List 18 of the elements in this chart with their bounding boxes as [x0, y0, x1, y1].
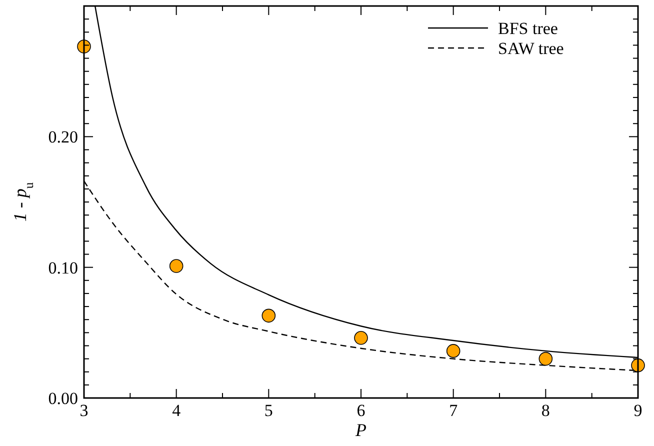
point — [446, 344, 460, 358]
y-tick-label: 0.10 — [48, 258, 78, 278]
point — [354, 330, 368, 345]
legend-label: BFS tree — [498, 19, 558, 38]
legend-label: SAW tree — [498, 39, 564, 58]
y-tick-label: 0.00 — [48, 389, 78, 408]
x-tick-label: 4 — [172, 401, 182, 420]
y-tick-label: 0.20 — [48, 128, 78, 147]
x-tick-label: 5 — [264, 401, 273, 420]
x-axis-title: P — [354, 420, 366, 440]
point — [169, 259, 184, 273]
x-tick-label: 8 — [541, 401, 550, 420]
x-tick-label: 7 — [449, 401, 458, 420]
x-tick-label: 3 — [80, 401, 88, 420]
point — [538, 352, 553, 366]
point — [262, 308, 276, 323]
x-tick-label: 9 — [634, 401, 642, 420]
x-tick-label: 6 — [356, 401, 366, 420]
